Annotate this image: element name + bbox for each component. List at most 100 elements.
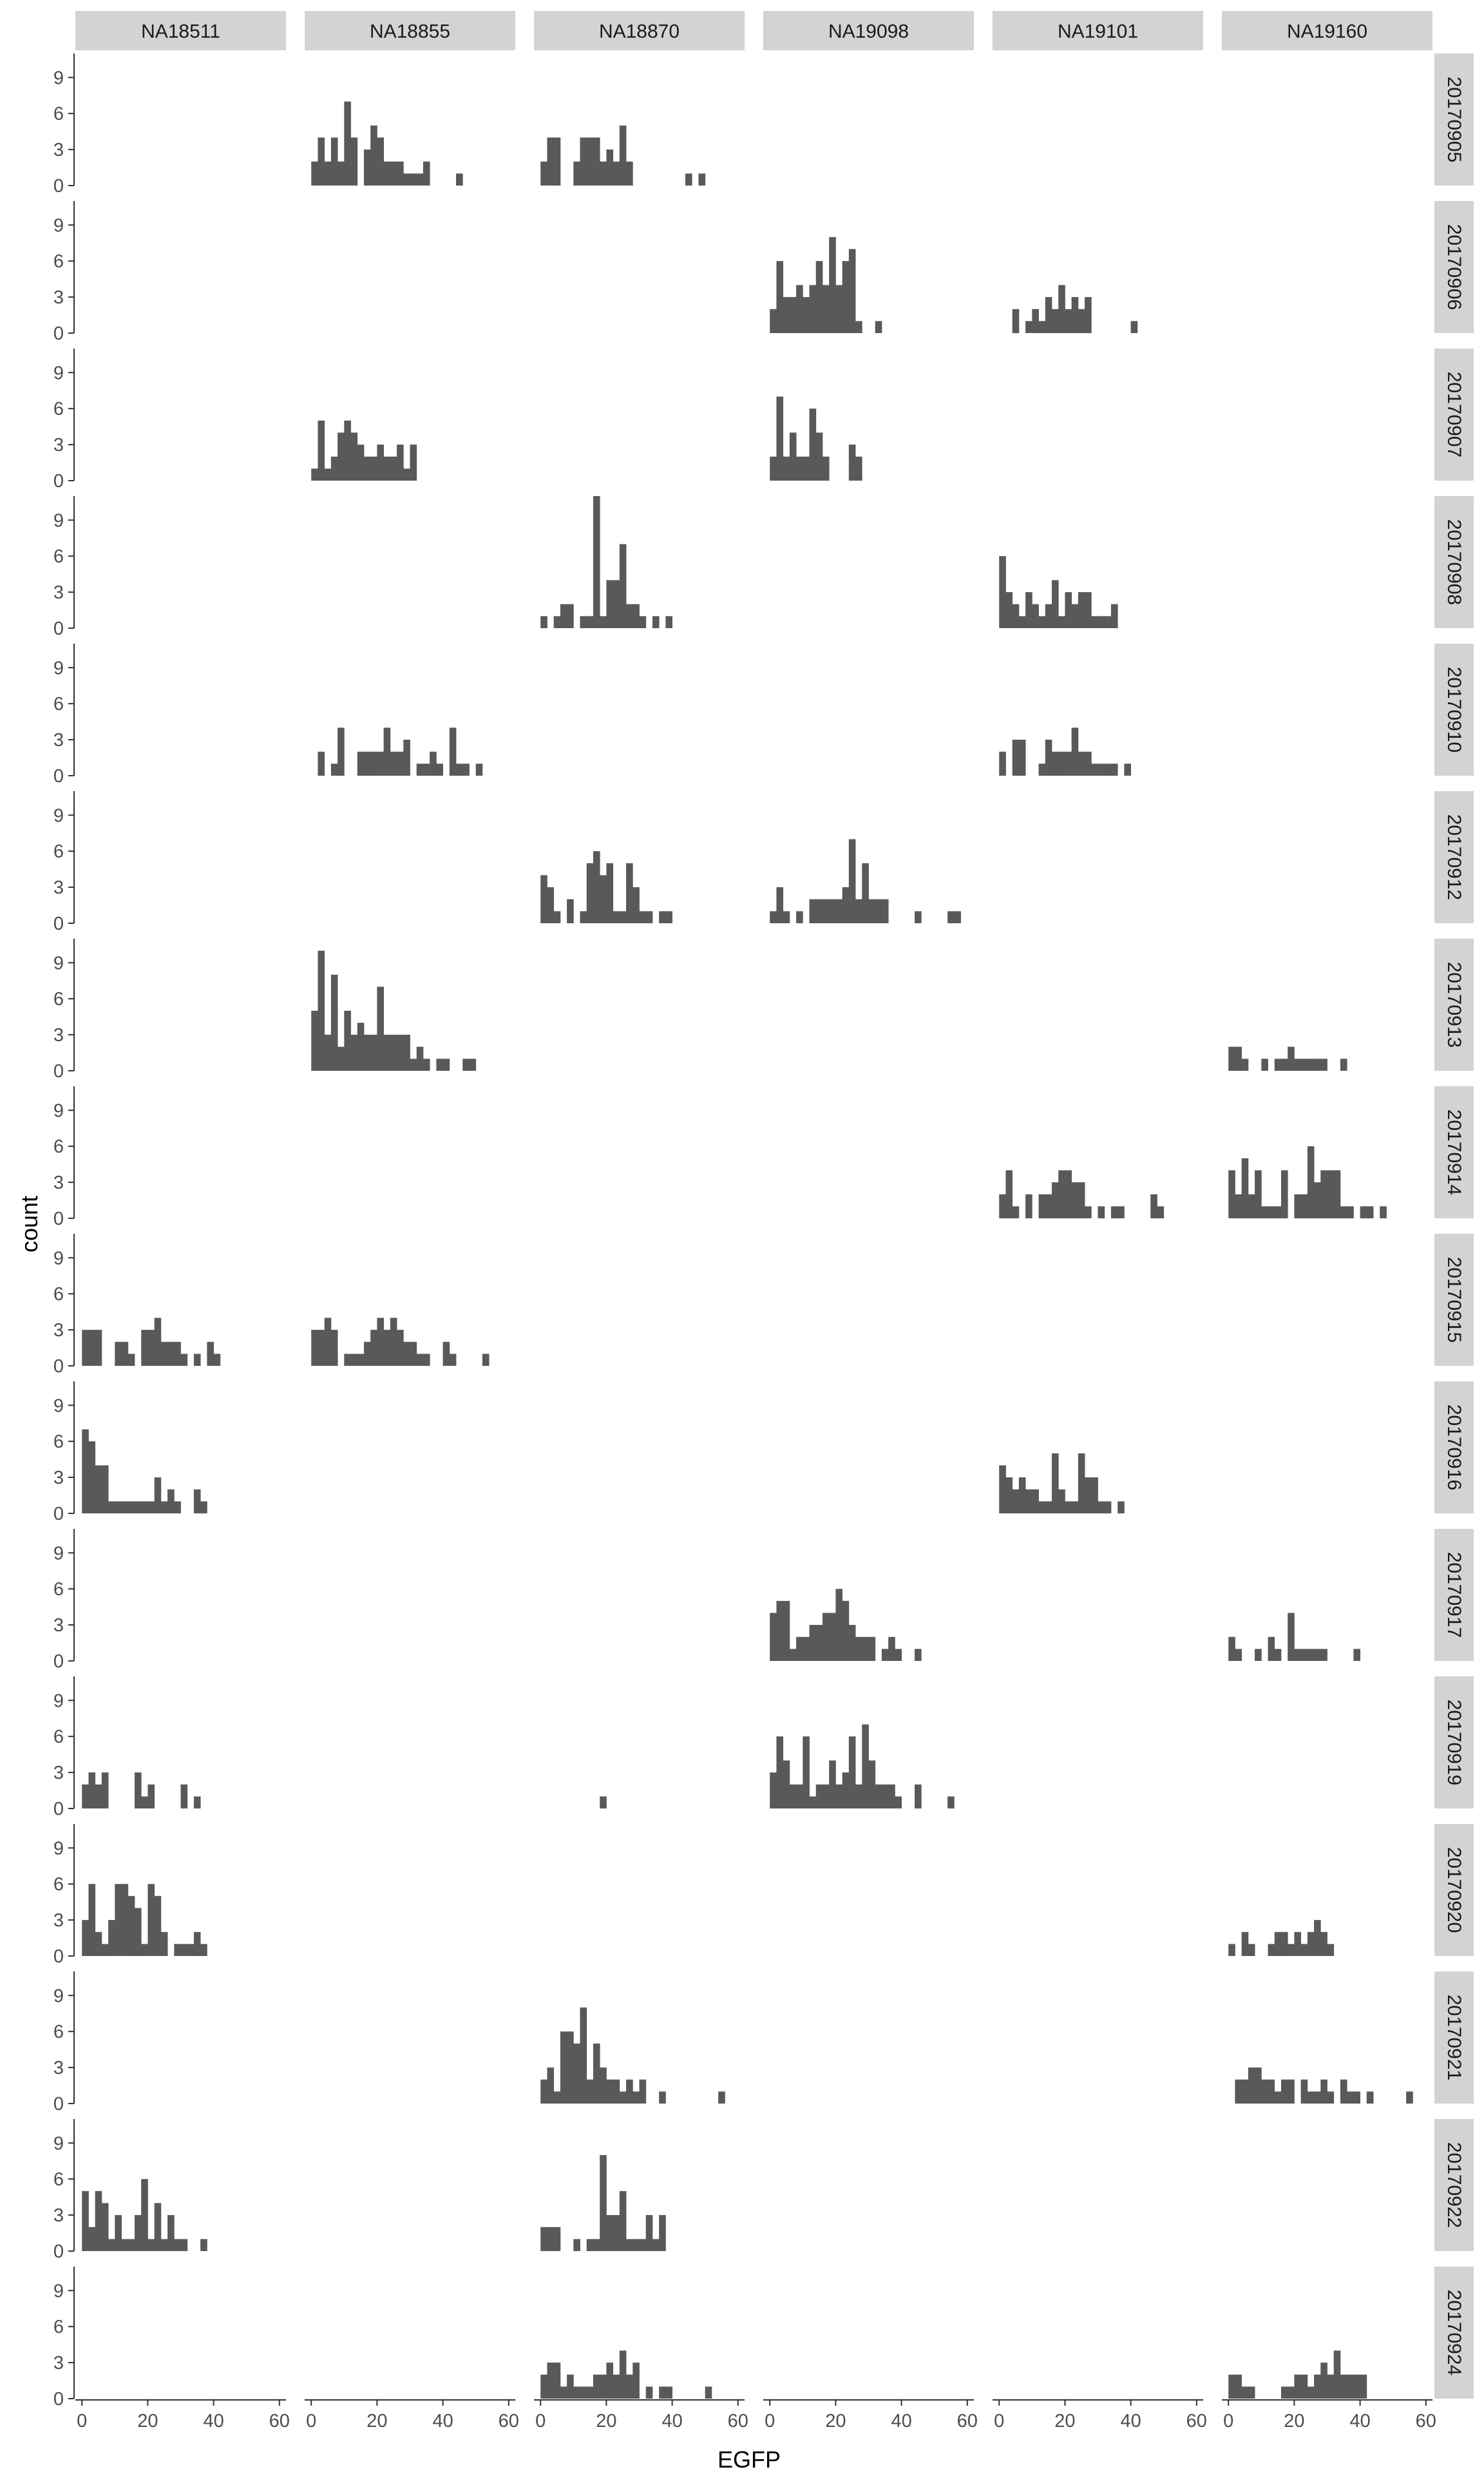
y-tick-label: 6 — [53, 399, 64, 419]
histogram-bar — [154, 2203, 162, 2251]
histogram-bar — [1110, 604, 1118, 628]
histogram-bar — [88, 2227, 96, 2251]
histogram-bar — [430, 751, 437, 776]
histogram-bar — [101, 1465, 109, 1513]
x-tick-label: 60 — [269, 2411, 290, 2431]
histogram-bar — [1045, 604, 1052, 628]
histogram-bar — [633, 2091, 640, 2104]
histogram-bar — [423, 1354, 430, 1366]
histogram-bar — [350, 137, 358, 186]
histogram-bar — [1261, 1206, 1268, 1218]
histogram-bar — [1340, 2374, 1347, 2399]
histogram-bar — [540, 2079, 547, 2104]
histogram-bar — [645, 2215, 653, 2251]
panel-20170912-NA18870 — [540, 851, 672, 923]
histogram-bar — [600, 2067, 607, 2104]
histogram-bar — [1294, 1059, 1302, 1071]
row-strip-20170922 — [1434, 2119, 1474, 2251]
histogram-bar — [613, 2215, 620, 2251]
y-tick-label: 0 — [53, 618, 64, 639]
histogram-bar — [848, 839, 856, 923]
histogram-bar — [540, 2374, 547, 2399]
histogram-bar — [815, 899, 823, 923]
histogram-bar — [462, 763, 470, 776]
histogram-bar — [311, 468, 318, 481]
x-tick-label: 40 — [203, 2411, 224, 2431]
y-tick-label: 6 — [53, 2169, 64, 2190]
y-tick-label: 3 — [53, 2205, 64, 2226]
histogram-bar — [377, 1318, 385, 1366]
y-tick-label: 3 — [53, 877, 64, 898]
x-tick-label: 40 — [891, 2411, 911, 2431]
histogram-bar — [350, 1035, 358, 1071]
histogram-bar — [776, 1600, 784, 1661]
row-strips: 20170905 20170906 20170907 20170908 20170910… — [1434, 53, 1474, 2399]
column-strips: NA18511 NA18855 NA18870 NA19098 NA19101 NA191… — [75, 11, 1432, 50]
histogram-bar — [770, 911, 777, 923]
panel-20170914-NA19160 — [1228, 1146, 1387, 1218]
histogram-bar — [888, 1636, 895, 1661]
histogram-bar — [1280, 1170, 1288, 1218]
histogram-bar — [1300, 2079, 1308, 2104]
histogram-bar — [442, 1341, 450, 1366]
histogram-bar — [1078, 751, 1085, 776]
histogram-bar — [540, 2227, 547, 2251]
histogram-bar — [1078, 592, 1085, 628]
histogram-bar — [586, 2386, 594, 2399]
y-tick-label: 9 — [53, 510, 64, 531]
histogram-bar — [456, 763, 463, 776]
panel-20170920-NA18511 — [82, 1884, 207, 1956]
histogram-bar — [1327, 2091, 1335, 2104]
histogram-bar — [573, 161, 580, 186]
histogram-bar — [1104, 616, 1112, 628]
histogram-bar — [160, 2239, 168, 2251]
row-strip-label: 20170914 — [1443, 1109, 1465, 1195]
histogram-bar — [586, 2079, 594, 2104]
y-tick-label: 3 — [53, 1320, 64, 1341]
histogram-bar — [397, 445, 404, 481]
histogram-bar — [338, 1046, 345, 1071]
histogram-bar — [1012, 604, 1020, 628]
histogram-bar — [659, 2386, 666, 2399]
row-strip-20170907 — [1434, 349, 1474, 481]
y-tick-label: 9 — [53, 215, 64, 236]
y-tick-label: 9 — [53, 1395, 64, 1416]
histogram-bar — [868, 1636, 876, 1661]
y-tick-label: 6 — [53, 841, 64, 862]
histogram-bar — [134, 1501, 142, 1513]
histogram-bar — [586, 2239, 594, 2251]
row-strip-label: 20170921 — [1443, 1995, 1465, 2080]
histogram-bar — [338, 727, 345, 776]
histogram-bar — [377, 445, 385, 481]
panels — [82, 101, 1413, 2399]
panel-20170912-NA19098 — [770, 839, 961, 923]
y-tick-label: 9 — [53, 658, 64, 678]
x-tick-label: 40 — [1120, 2411, 1141, 2431]
y-tick-label: 0 — [53, 2241, 64, 2262]
histogram-bar — [1098, 616, 1105, 628]
panel-20170914-NA19101 — [999, 1170, 1165, 1218]
panel-20170910-NA18855 — [318, 727, 483, 776]
x-tick-label: 60 — [1416, 2411, 1436, 2431]
histogram-bar — [1235, 1649, 1242, 1661]
panel-20170921-NA18870 — [540, 2007, 725, 2104]
histogram-bar — [770, 309, 777, 333]
histogram-bar — [377, 986, 385, 1071]
histogram-bar — [1314, 1649, 1321, 1661]
histogram-bar — [397, 751, 404, 776]
y-tick-label: 0 — [53, 176, 64, 197]
x-tick-label: 60 — [728, 2411, 748, 2431]
histogram-bar — [606, 2363, 614, 2399]
histogram-bar — [573, 2043, 580, 2104]
histogram-bar — [593, 2374, 600, 2399]
histogram-bar — [108, 1920, 115, 1956]
x-tick-label: 0 — [77, 2411, 87, 2431]
histogram-bar — [803, 456, 810, 481]
row-strip-20170919 — [1434, 1676, 1474, 1808]
histogram-bar — [207, 1341, 214, 1366]
histogram-bar — [1032, 1489, 1039, 1513]
histogram-bar — [1110, 763, 1118, 776]
histogram-bar — [547, 887, 555, 923]
histogram-bar — [776, 1736, 784, 1808]
histogram-bar — [862, 1724, 869, 1808]
